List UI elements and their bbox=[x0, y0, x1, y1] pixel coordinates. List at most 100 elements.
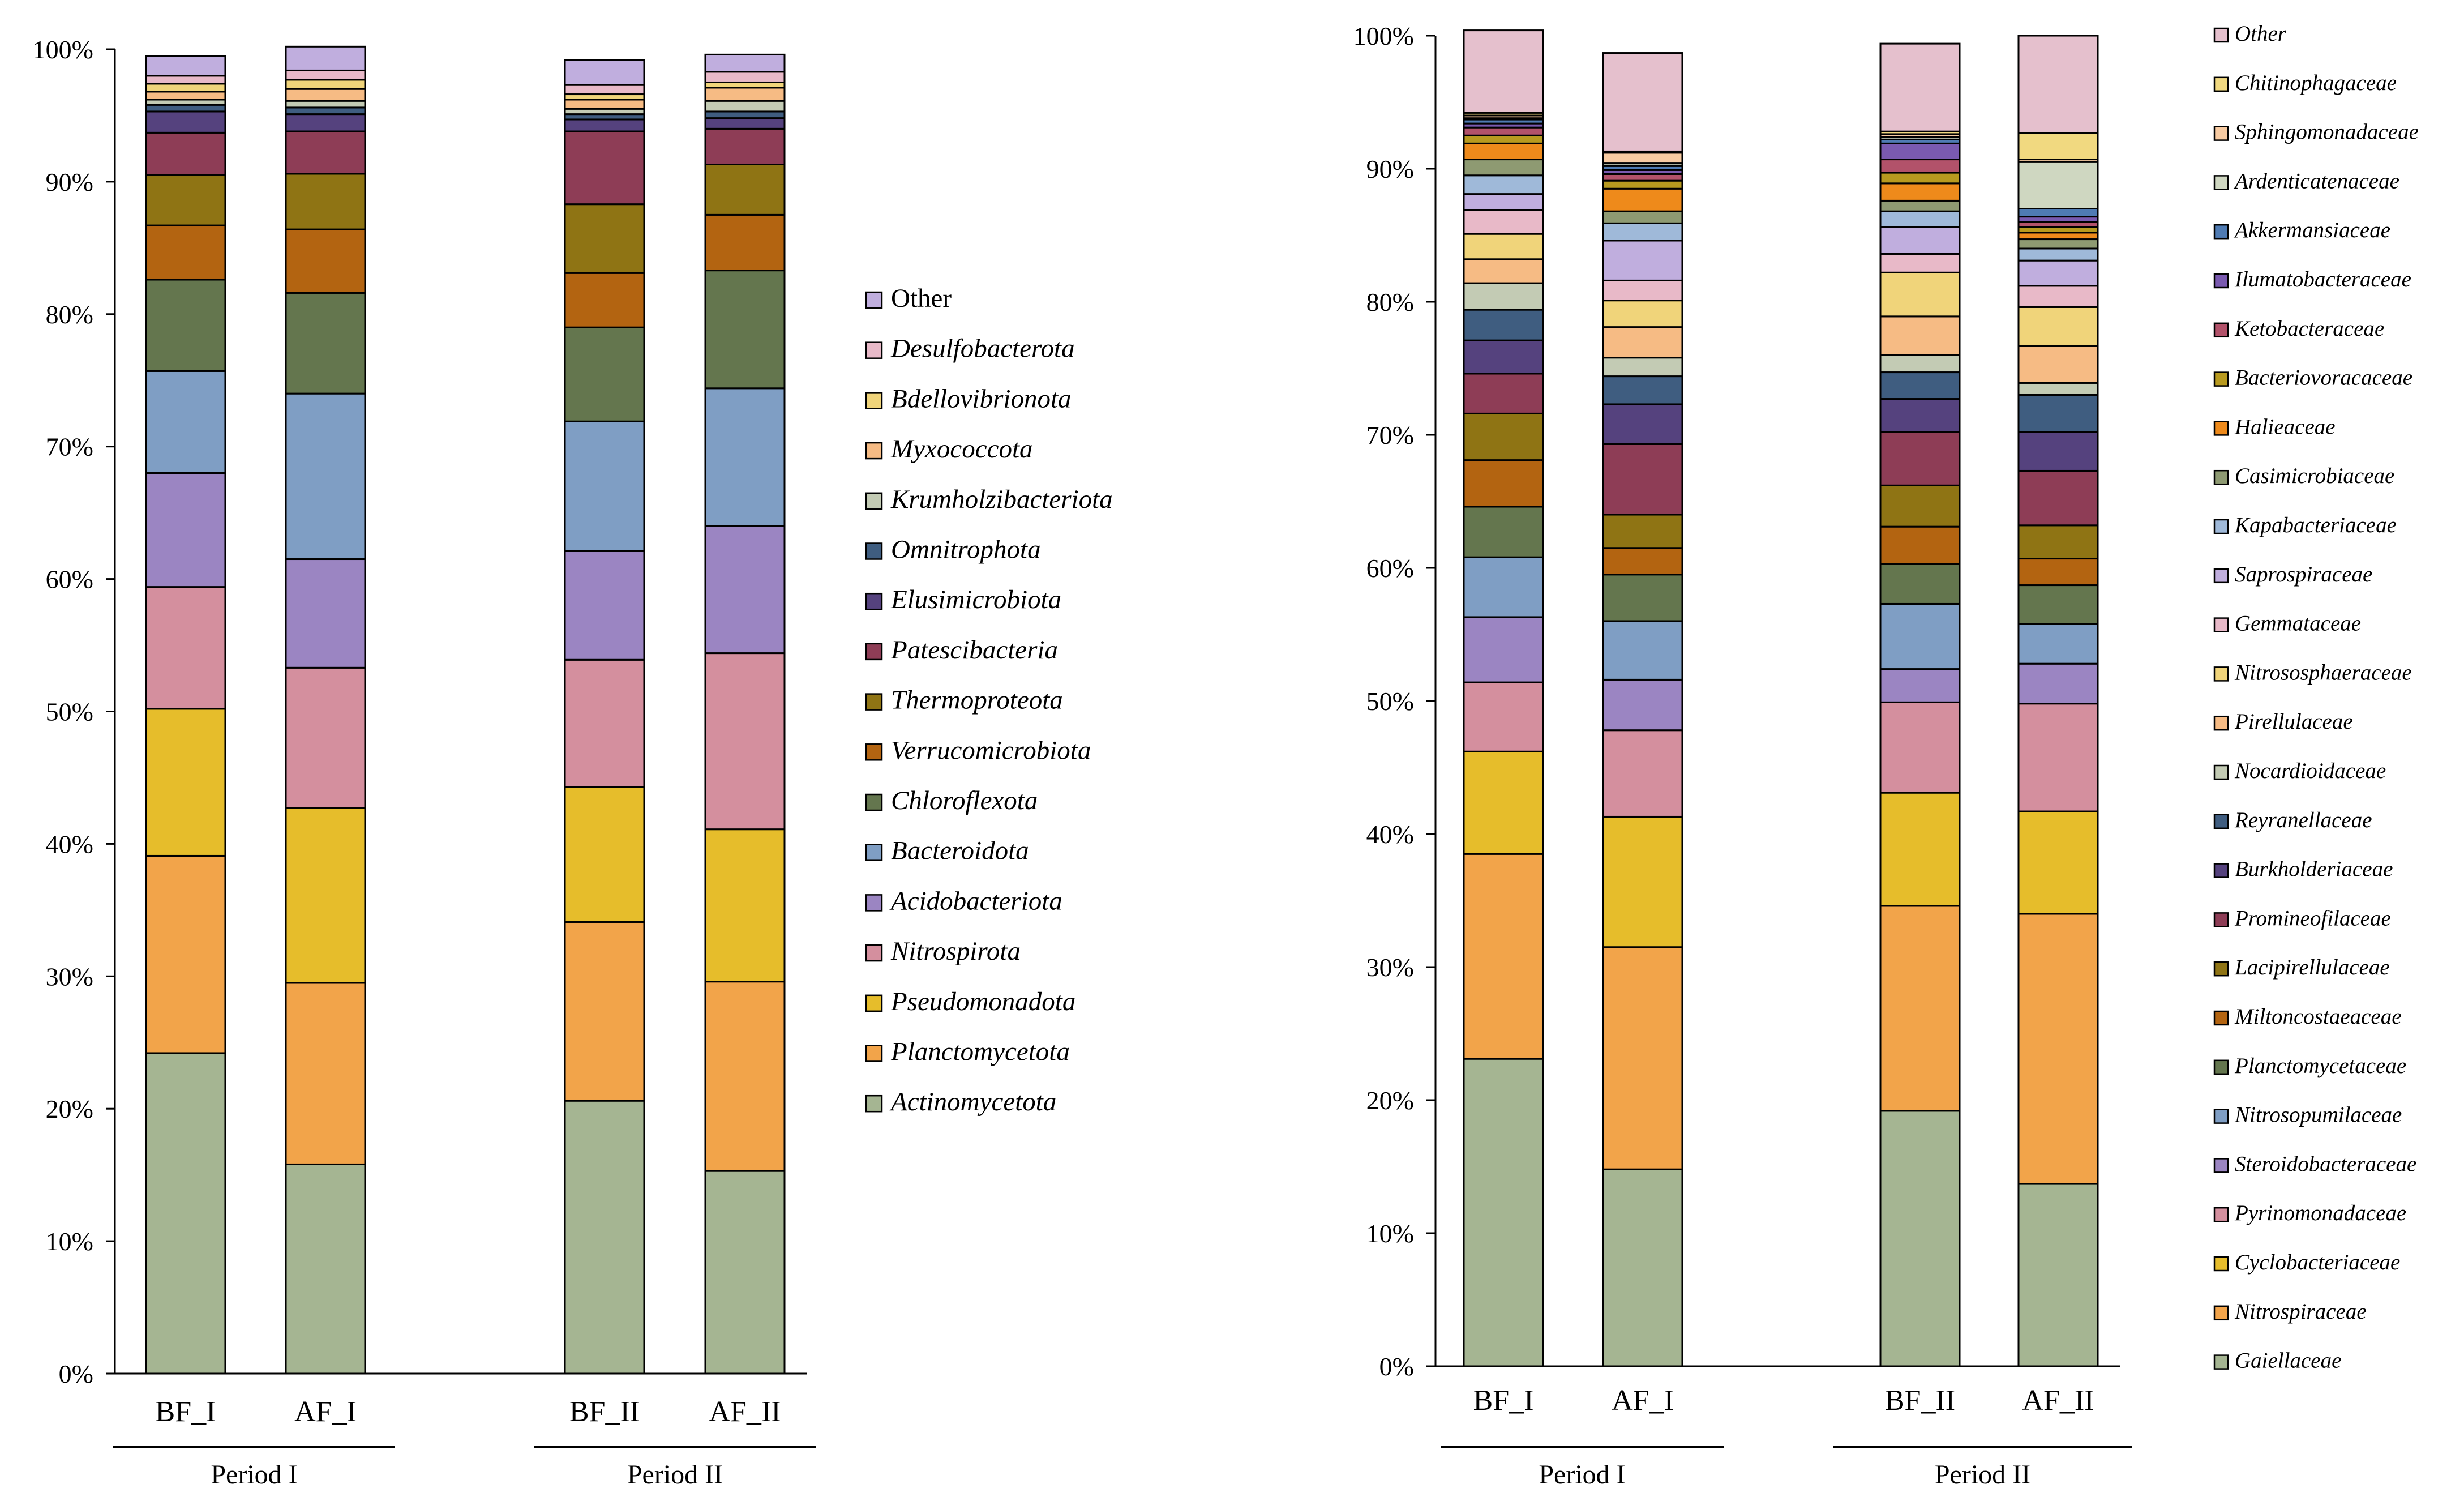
legend-swatch bbox=[865, 442, 883, 460]
bar-segment bbox=[2017, 132, 2099, 161]
bar-segment bbox=[1879, 42, 1961, 132]
category-label: BF_I bbox=[156, 1396, 216, 1428]
bar-segment bbox=[704, 163, 786, 216]
legend-swatch bbox=[2213, 273, 2229, 289]
legend-label: Krumholzibacteriota bbox=[890, 485, 1113, 514]
y-tick-label: 0% bbox=[1379, 1352, 1414, 1381]
bar-segment bbox=[1463, 339, 1544, 375]
legend-swatch bbox=[2213, 863, 2229, 878]
bar-segment bbox=[145, 370, 226, 474]
legend-swatch bbox=[2213, 1354, 2229, 1370]
bar-segment bbox=[1463, 681, 1544, 752]
bar-segment bbox=[2017, 306, 2099, 347]
legend-swatch bbox=[2213, 1059, 2229, 1075]
bar-segment bbox=[1879, 371, 1961, 400]
category-label: AF_I bbox=[1612, 1384, 1674, 1417]
legend-label: Chitinophagaceae bbox=[2235, 71, 2397, 95]
bar-segment bbox=[1602, 52, 1683, 152]
legend-label: Elusimicrobiota bbox=[890, 585, 1061, 614]
bar-segment bbox=[564, 59, 645, 86]
legend-swatch bbox=[865, 492, 883, 510]
bar-segment bbox=[704, 110, 786, 119]
legend-swatch bbox=[2213, 175, 2229, 190]
bar-segment bbox=[2017, 662, 2099, 705]
bar-segment bbox=[145, 586, 226, 710]
bar-segment bbox=[1463, 159, 1544, 177]
category-label: BF_II bbox=[1885, 1384, 1955, 1417]
bar-segment bbox=[2017, 247, 2099, 262]
bar-segment bbox=[145, 104, 226, 113]
bar-segment bbox=[285, 106, 366, 116]
legend-swatch bbox=[2213, 371, 2229, 387]
legend-label: Planctomycetota bbox=[890, 1037, 1070, 1067]
bar-segment bbox=[1602, 240, 1683, 281]
bar-segment bbox=[704, 1170, 786, 1375]
bar-segment bbox=[704, 53, 786, 73]
category-label: BF_II bbox=[569, 1396, 640, 1428]
bar-segment bbox=[564, 99, 645, 110]
group-label: Period I bbox=[1539, 1460, 1625, 1490]
bar-segment bbox=[704, 71, 786, 83]
legend-swatch bbox=[2213, 1256, 2229, 1272]
bar-segment bbox=[145, 854, 226, 1054]
legend-label: Desulfobacterota bbox=[890, 334, 1075, 364]
bar-segment bbox=[1602, 403, 1683, 445]
legend-label: Acidobacteriota bbox=[889, 886, 1062, 916]
legend-swatch bbox=[2213, 568, 2229, 584]
bar-segment bbox=[285, 392, 366, 561]
bar-segment bbox=[1879, 701, 1961, 794]
bar-segment bbox=[145, 472, 226, 588]
bar-segment bbox=[704, 525, 786, 655]
bar-segment bbox=[1879, 354, 1961, 374]
legend-label: Casimicrobiaceae bbox=[2235, 464, 2394, 488]
bar-segment bbox=[1602, 279, 1683, 302]
legend-swatch bbox=[2213, 961, 2229, 977]
legend-swatch bbox=[865, 944, 883, 962]
bar-segment bbox=[704, 117, 786, 130]
legend-label: Nitrospirota bbox=[890, 936, 1021, 966]
legend-label: Kapabacteriaceae bbox=[2234, 513, 2397, 537]
bar-segment bbox=[704, 87, 786, 102]
bar-segment bbox=[285, 130, 366, 175]
bar-segment bbox=[1879, 431, 1961, 486]
bar-segment bbox=[2017, 431, 2099, 472]
legend-label: Nocardioidaceae bbox=[2234, 759, 2386, 783]
bar-segment bbox=[285, 100, 366, 109]
y-tick-label: 90% bbox=[1366, 155, 1414, 183]
bar-segment bbox=[2017, 394, 2099, 433]
y-tick-label: 40% bbox=[1366, 820, 1414, 849]
bar-segment bbox=[1602, 152, 1683, 165]
legend-swatch bbox=[2213, 519, 2229, 534]
legend-label: Promineofilaceae bbox=[2234, 906, 2391, 930]
y-tick-label: 20% bbox=[46, 1094, 93, 1123]
bar-segment bbox=[704, 127, 786, 165]
bar-segment bbox=[1602, 173, 1683, 182]
category-label: AF_II bbox=[709, 1396, 781, 1428]
bar-segment bbox=[1463, 750, 1544, 855]
legend-label: Lacipirellulaceae bbox=[2234, 955, 2390, 980]
bar-segment bbox=[2017, 810, 2099, 915]
legend-label: Bacteriovoracaceae bbox=[2235, 366, 2412, 390]
bar-segment bbox=[1463, 506, 1544, 558]
legend-label: Cyclobacteriaceae bbox=[2235, 1250, 2400, 1275]
bar-segment bbox=[1879, 271, 1961, 318]
y-tick-label: 30% bbox=[46, 962, 93, 991]
bar-segment bbox=[1879, 315, 1961, 356]
legend-swatch bbox=[2213, 715, 2229, 731]
bar-segment bbox=[2017, 524, 2099, 560]
legend-swatch bbox=[2213, 1109, 2229, 1124]
bar-segment bbox=[1463, 616, 1544, 683]
bar-segment bbox=[564, 203, 645, 274]
legend-swatch bbox=[865, 643, 883, 661]
bar-segment bbox=[285, 69, 366, 81]
legend-swatch bbox=[865, 392, 883, 409]
bar-segment bbox=[1463, 412, 1544, 461]
legend-label: Chloroflexota bbox=[891, 786, 1038, 815]
bar-segment bbox=[1463, 233, 1544, 260]
bar-segment bbox=[2017, 1183, 2099, 1367]
bar-segment bbox=[145, 174, 226, 226]
bar-segment bbox=[145, 83, 226, 93]
bar-segment bbox=[285, 228, 366, 294]
legend-label: Bacteroidota bbox=[891, 836, 1029, 866]
bar-segment bbox=[1463, 126, 1544, 136]
